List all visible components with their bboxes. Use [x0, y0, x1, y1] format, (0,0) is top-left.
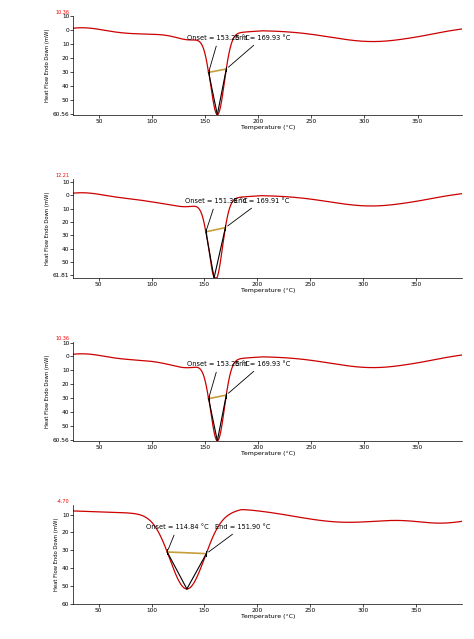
Text: End = 169.93 °C: End = 169.93 °C [228, 361, 290, 393]
Text: Onset = 114.84 °C: Onset = 114.84 °C [146, 524, 209, 550]
Text: End = 169.93 °C: End = 169.93 °C [228, 35, 290, 67]
Y-axis label: Heat Flow Endo Down (mW): Heat Flow Endo Down (mW) [45, 355, 50, 428]
Y-axis label: Heat Flow Endo Down (mW): Heat Flow Endo Down (mW) [45, 192, 50, 265]
X-axis label: Temperature (°C): Temperature (°C) [241, 288, 295, 293]
X-axis label: Temperature (°C): Temperature (°C) [241, 615, 295, 619]
Text: Onset = 151.38 °C: Onset = 151.38 °C [185, 197, 247, 229]
Y-axis label: Heat Flow Endo Down (mW): Heat Flow Endo Down (mW) [54, 518, 59, 591]
Text: Onset = 153.25 °C: Onset = 153.25 °C [187, 361, 250, 396]
Text: Onset = 153.25 °C: Onset = 153.25 °C [187, 35, 250, 70]
Y-axis label: Heat Flow Endo Down (mW): Heat Flow Endo Down (mW) [45, 29, 50, 102]
X-axis label: Temperature (°C): Temperature (°C) [241, 125, 295, 130]
Text: End = 151.90 °C: End = 151.90 °C [209, 524, 270, 552]
Text: 10.36: 10.36 [55, 336, 70, 341]
Text: 10.36: 10.36 [55, 10, 70, 15]
X-axis label: Temperature (°C): Temperature (°C) [241, 451, 295, 456]
Text: End = 169.91 °C: End = 169.91 °C [228, 197, 289, 226]
Text: -4.70: -4.70 [57, 499, 70, 504]
Text: 12.21: 12.21 [55, 173, 70, 178]
